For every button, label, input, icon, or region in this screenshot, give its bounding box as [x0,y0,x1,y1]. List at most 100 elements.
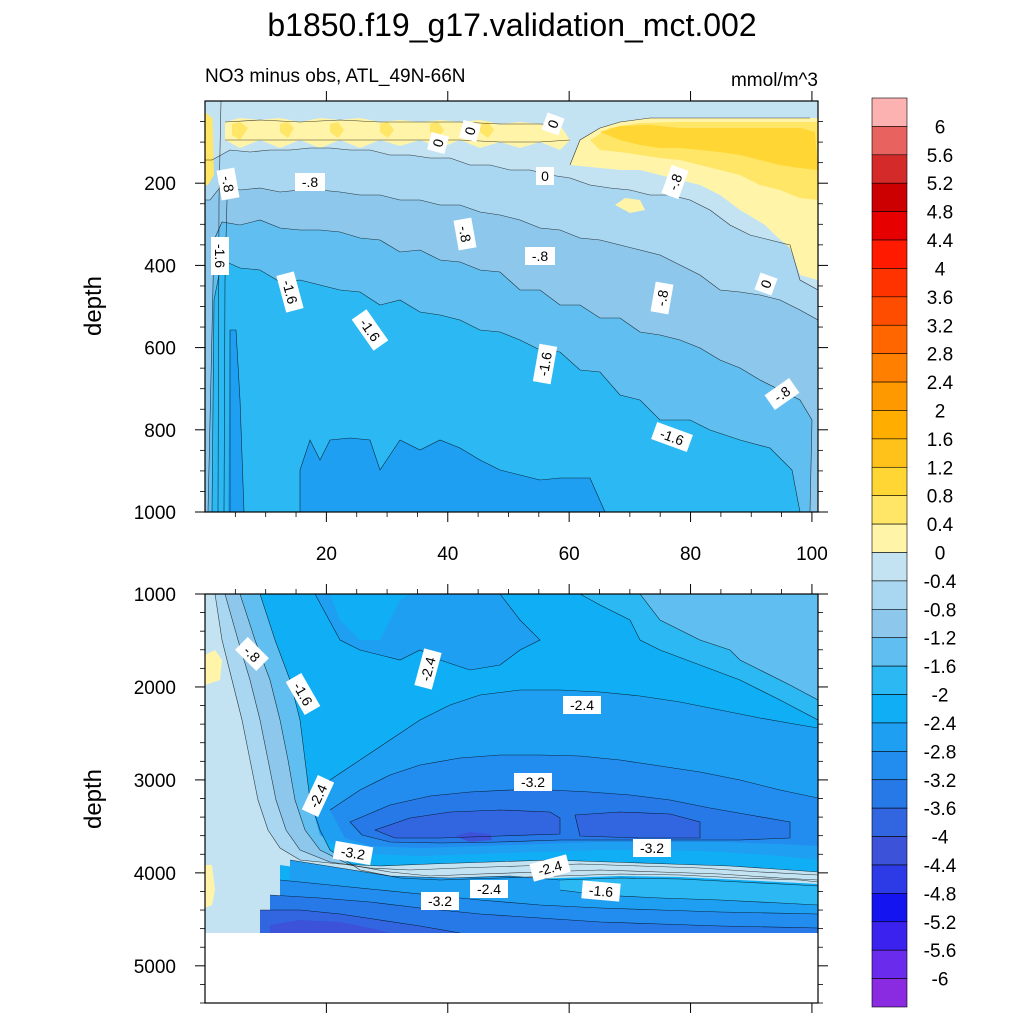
lower-band [270,895,818,933]
chart-title: b1850.f19_g17.validation_mct.002 [267,7,756,43]
upper-contour-line [224,119,561,126]
lower-contour-line [579,594,818,721]
colorbar-swatch [871,779,908,809]
contour-label-box [458,119,482,143]
colorbar-label: -5.2 [924,913,957,934]
contour-label: -2.4 [470,880,508,898]
colorbar-label: -4.8 [924,884,957,905]
upper-x-tick-label: 40 [437,544,458,565]
contour-label-text: -3.2 [428,893,452,909]
lower-contour-line [374,809,561,839]
upper-field [205,101,818,512]
colorbar-swatch [871,893,908,923]
contour-label-box [295,173,325,191]
contour-label-box [651,422,693,452]
contour-label-box [563,696,601,714]
contour-label-box [414,648,442,690]
upper-y-tick-label: 800 [144,421,176,442]
contour-label: -3.2 [633,839,671,857]
contour-label: 0 [426,131,450,155]
contour-label-box [332,840,374,866]
contour-label: -.8 [661,164,689,200]
contour-label-text: -.8 [456,225,475,244]
contour-label-box [532,343,558,385]
contour-label-box [541,112,565,136]
contour-label-text: -.8 [219,175,238,194]
colorbar-label: 2.8 [927,345,953,366]
colorbar-swatch [871,495,908,525]
contour-label: -1.6 [532,343,558,385]
units-label: mmol/m^3 [731,70,818,91]
colorbar-swatch [871,438,908,468]
contour-label: -.8 [525,247,555,265]
contour-label-box [661,164,689,200]
upper-band [205,101,214,185]
colorbar-swatch [871,324,908,354]
contour-label-text: -2.4 [570,697,594,713]
contour-label-box [633,839,671,857]
colorbar-swatch [871,97,908,127]
colorbar-label: -1.6 [924,657,957,678]
lower-contour-labels: -.8-1.6-2.4-2.4-3.2-2.4-3.2 -3.2-2.4-2.4-… [235,637,671,910]
colorbar-swatch [871,722,908,752]
contour-label: -1.6 [581,880,621,902]
contour-label: 0 [458,119,482,143]
contour-label-box [525,247,555,265]
upper-contour-line [205,184,818,321]
contour-label-box [276,271,304,313]
contour-label-text: -1.6 [588,882,614,900]
colorbar-swatch [871,211,908,241]
lower-y-tick-label: 4000 [134,864,176,885]
lower-band [205,650,222,908]
contour-label: -.8 [235,637,269,671]
upper-x-tick-label: 80 [680,544,701,565]
colorbar-label: 4 [935,259,946,280]
colorbar-swatch [871,268,908,298]
colorbar-swatch [871,637,908,667]
colorbar-label: -6 [932,970,949,991]
upper-band [615,198,645,213]
colorbar-label: -4.4 [924,856,957,877]
contour-label-text: -1.6 [279,278,301,306]
contour-label: -1.6 [276,271,304,313]
colorbar-label: 0.4 [927,515,954,536]
lower-band [315,594,540,670]
colorbar-swatch [871,836,908,866]
contour-label: 0 [541,112,565,136]
contour-label-text: -.8 [665,171,686,192]
upper-band [232,122,494,140]
contour-label-box [514,773,552,791]
lower-y-tick-label: 3000 [134,771,176,792]
contour-label-text: -3.2 [340,843,367,863]
contour-label-box [453,217,477,251]
upper-x-tick-label: 100 [796,544,828,565]
colorbar-label: 1.2 [927,458,953,479]
upper-x-tick-label: 20 [316,544,337,565]
contour-label-box [351,309,389,351]
contour-label-box [581,880,621,902]
colorbar-swatch [871,239,908,269]
colorbar-label: 2 [935,401,946,422]
colorbar-label: -0.4 [924,572,957,593]
contour-label-text: 0 [429,137,447,149]
contour-label-text: -.8 [771,383,794,406]
colorbar-swatch [871,410,908,440]
colorbar-swatch [871,381,908,411]
colorbar-label: 4.8 [927,203,953,224]
contour-label: -3.2 [332,840,374,866]
colorbar-label: -1.2 [924,629,957,650]
contour-label-box [235,637,269,671]
contour-label-box [529,854,571,882]
colorbar-swatch [871,807,908,837]
colorbar-swatch [871,580,908,610]
colorbar-swatch [871,296,908,326]
upper-y-tick-label: 400 [144,256,176,277]
lower-band [640,594,818,700]
colorbar-swatch [871,353,908,383]
upper-contour-line [217,101,222,512]
lower-contour-line [574,811,701,839]
upper-ylabel: depth [80,276,107,336]
lower-y-tick-label: 2000 [134,678,176,699]
